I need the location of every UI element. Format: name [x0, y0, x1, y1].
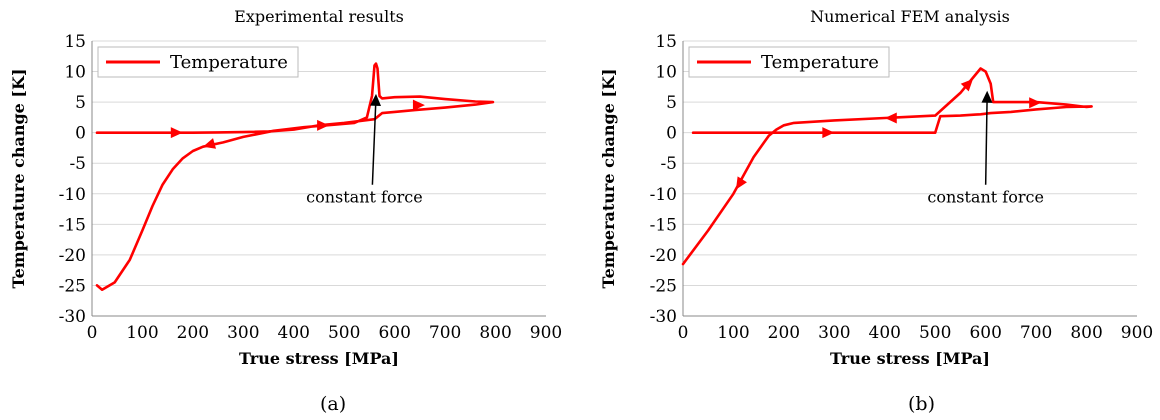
- y-tick-label: 10: [655, 63, 677, 83]
- x-tick-label: 400: [869, 323, 901, 343]
- y-tick-label: 15: [655, 32, 677, 52]
- annotation-arrow-line: [371, 96, 377, 185]
- y-tick-label: 0: [75, 124, 86, 144]
- y-tick-label: -15: [650, 215, 677, 235]
- chart-title: Numerical FEM analysis: [810, 7, 1010, 26]
- x-tick-label: 600: [969, 323, 1001, 343]
- x-tick-label: 900: [530, 323, 562, 343]
- x-tick-label: 300: [818, 323, 850, 343]
- y-tick-label: -30: [650, 307, 677, 327]
- direction-arrow: [884, 112, 897, 124]
- direction-arrow: [317, 119, 330, 131]
- y-tick-label: 15: [64, 32, 86, 52]
- x-tick-label: 100: [717, 323, 749, 343]
- y-tick-label: -20: [59, 246, 86, 266]
- y-tick-label: 0: [666, 124, 677, 144]
- annotation-arrow-line: [984, 93, 988, 185]
- y-tick-label: -10: [59, 185, 86, 205]
- direction-arrow: [202, 138, 217, 149]
- annotation-arrow-head: [370, 93, 382, 107]
- x-tick-label: 0: [678, 323, 689, 343]
- y-tick-label: 5: [75, 93, 86, 113]
- annotation-arrow-head: [981, 90, 993, 103]
- direction-arrow: [1029, 97, 1042, 109]
- y-tick-label: -25: [59, 276, 86, 296]
- x-tick-label: 700: [1020, 323, 1052, 343]
- series-line-temperature: [95, 62, 495, 292]
- y-tick-label: -30: [59, 307, 86, 327]
- direction-arrow: [170, 127, 183, 139]
- direction-arrow: [412, 99, 425, 111]
- x-tick-label: 800: [1070, 323, 1102, 343]
- y-tick-label: -5: [69, 154, 86, 174]
- x-axis-label: True stress [MPa]: [830, 349, 990, 368]
- x-tick-label: 900: [1121, 323, 1153, 343]
- x-tick-label: 500: [328, 323, 360, 343]
- x-tick-label: 0: [87, 323, 98, 343]
- x-tick-label: 300: [227, 323, 259, 343]
- y-axis-label: Temperature change [K]: [9, 69, 28, 289]
- direction-arrow: [735, 176, 747, 190]
- legend-box: [688, 46, 890, 78]
- series-line-temperature: [681, 67, 1093, 266]
- y-tick-label: -20: [650, 246, 677, 266]
- y-tick-label: -5: [660, 154, 677, 174]
- y-tick-label: -15: [59, 215, 86, 235]
- y-tick-label: 5: [666, 93, 677, 113]
- legend-label: Temperature: [761, 52, 879, 73]
- y-axis-label: Temperature change [K]: [599, 69, 618, 289]
- legend-label: Temperature: [170, 52, 288, 73]
- x-tick-label: 200: [768, 323, 800, 343]
- direction-arrow: [822, 127, 835, 139]
- y-tick-label: 10: [64, 63, 86, 83]
- annotation-text: constant force: [927, 188, 1044, 207]
- annotation-text: constant force: [306, 188, 423, 207]
- x-tick-label: 400: [278, 323, 310, 343]
- caption-a: (a): [320, 393, 346, 415]
- y-tick-label: -10: [650, 185, 677, 205]
- y-tick-label: -25: [650, 276, 677, 296]
- x-tick-label: 700: [429, 323, 461, 343]
- x-tick-label: 500: [919, 323, 951, 343]
- x-tick-label: 100: [126, 323, 158, 343]
- x-tick-label: 800: [479, 323, 511, 343]
- x-tick-label: 600: [378, 323, 410, 343]
- x-axis-label: True stress [MPa]: [239, 349, 399, 368]
- direction-arrow: [960, 78, 974, 92]
- caption-b: (b): [908, 393, 935, 415]
- chart-title: Experimental results: [234, 7, 404, 26]
- x-tick-label: 200: [177, 323, 209, 343]
